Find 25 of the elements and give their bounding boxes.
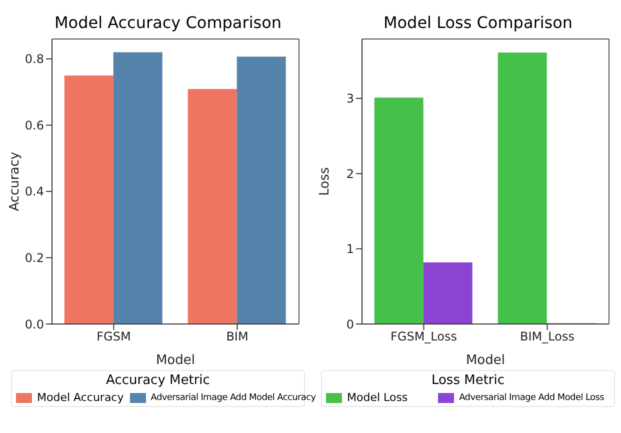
chart-title: Model Loss Comparison — [383, 13, 573, 32]
x-tick-label: BIM_Loss — [520, 330, 574, 344]
y-tick-label: 0.2 — [24, 250, 44, 265]
y-tick-label: 0.6 — [24, 118, 44, 132]
y-axis-title: Loss — [318, 167, 333, 196]
y-tick-label: 0 — [346, 317, 354, 332]
x-tick-label: FGSM — [96, 330, 131, 344]
y-tick-label: 0.8 — [24, 52, 44, 66]
y-tick-label: 3 — [346, 92, 354, 106]
x-axis-title: Model — [156, 353, 196, 368]
x-axis-title: Model — [466, 353, 506, 368]
legend-label: Adversarial Image Add Model Loss — [459, 392, 604, 402]
legend-label: Model Accuracy — [37, 391, 124, 404]
y-tick-label: 1 — [346, 242, 354, 256]
legend-label: Model Loss — [347, 391, 408, 404]
y-tick-label: 2 — [346, 166, 354, 181]
chart-title: Model Accuracy Comparison — [54, 13, 282, 32]
y-tick-label: 0.4 — [24, 184, 44, 199]
legend-title: Loss Metric — [430, 373, 506, 388]
y-axis-title: Accuracy — [8, 152, 23, 212]
y-tick-label: 0.0 — [24, 317, 44, 332]
x-tick-label: BIM — [226, 330, 248, 344]
legend-title: Accuracy Metric — [105, 373, 211, 388]
x-tick-label: FGSM_Loss — [390, 330, 457, 344]
legend-label: Adversarial Image Add Model Accuracy — [150, 392, 316, 402]
